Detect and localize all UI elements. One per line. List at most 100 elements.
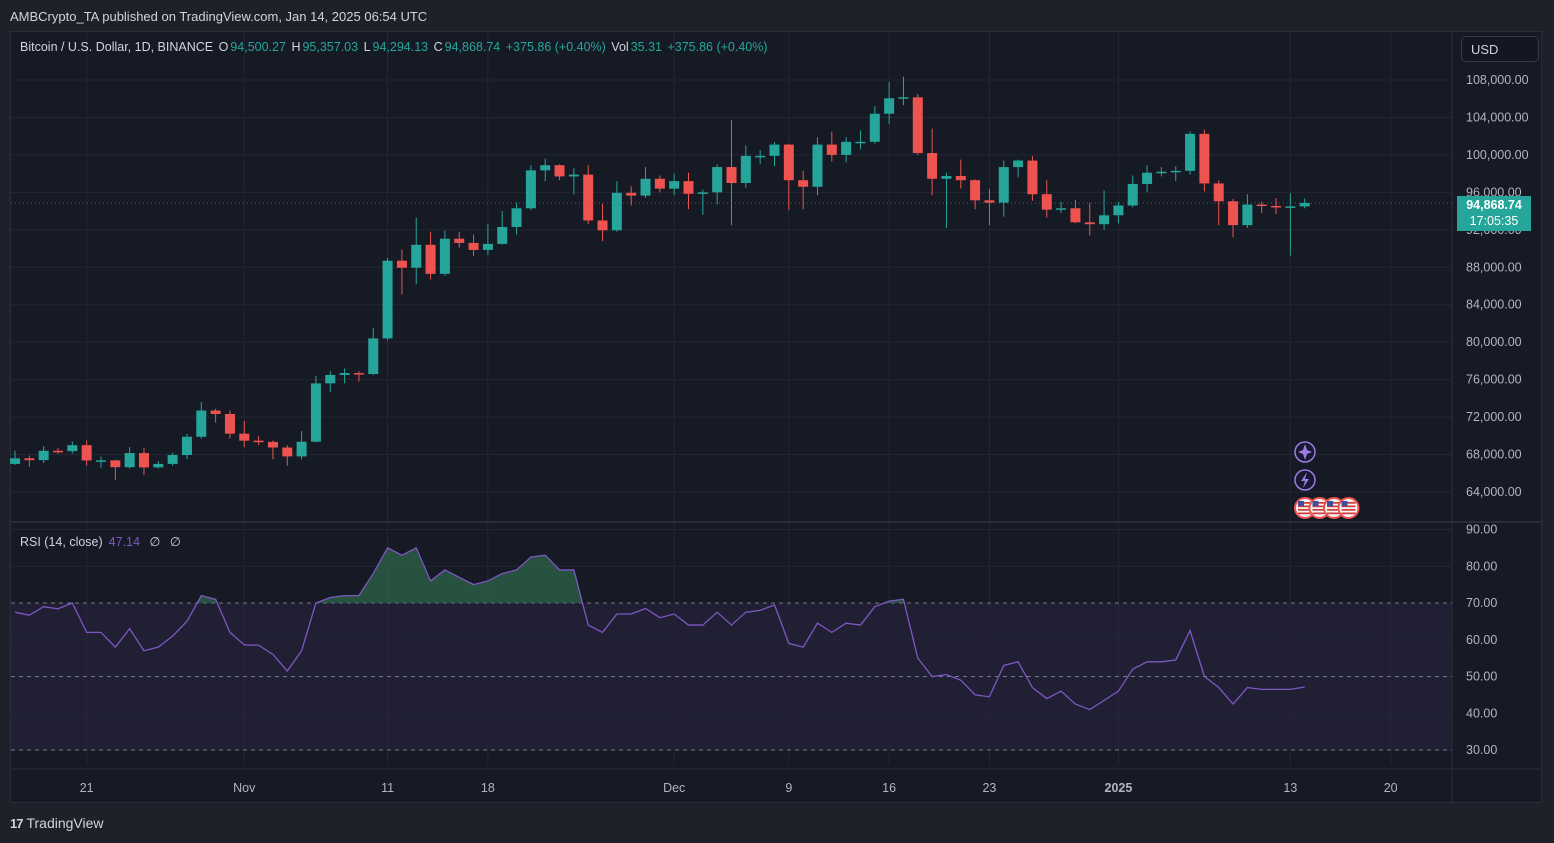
candle-body — [1056, 208, 1067, 210]
candle — [927, 128, 938, 196]
candle — [783, 143, 794, 211]
candle-body — [798, 180, 809, 187]
footer-branding[interactable]: 17 TradingView — [10, 815, 104, 831]
candle-body — [1070, 208, 1081, 223]
time-tick-label: Dec — [663, 781, 685, 795]
candle-body — [497, 227, 508, 244]
candle-body — [353, 373, 364, 375]
rsi-tick-label: 80.00 — [1466, 559, 1497, 573]
candle-body — [1027, 160, 1038, 195]
candle-body — [841, 141, 852, 155]
price-tick-label: 104,000.00 — [1466, 110, 1529, 124]
flag-stripe — [1341, 509, 1356, 511]
candle — [912, 94, 923, 155]
candle-body — [310, 383, 321, 442]
candle-body — [769, 144, 780, 156]
candle-body — [411, 244, 422, 268]
time-tick-label: 18 — [481, 781, 495, 795]
candle-body — [138, 453, 149, 468]
candle — [1185, 131, 1196, 175]
candle-body — [1271, 205, 1282, 208]
candle — [1056, 201, 1067, 213]
candle — [583, 165, 594, 225]
price-tick-label: 100,000.00 — [1466, 148, 1529, 162]
candle-body — [325, 374, 336, 384]
candle-body — [726, 167, 737, 183]
candle — [511, 202, 522, 235]
flag-stripe — [1312, 512, 1327, 515]
candle-body — [153, 463, 164, 468]
candle — [454, 231, 465, 248]
candle — [110, 459, 121, 480]
candle — [1271, 197, 1282, 214]
candle — [726, 120, 737, 226]
time-tick-label: 11 — [381, 781, 394, 795]
flag-stripe — [1327, 502, 1341, 504]
candle-body — [81, 445, 92, 461]
candle-body — [196, 410, 207, 437]
close-value: 94,868.74 — [444, 40, 501, 54]
candle — [841, 137, 852, 163]
candle-body — [697, 192, 708, 194]
candle-body — [167, 455, 178, 464]
time-tick-label: 21 — [80, 781, 94, 795]
rsi-tick-label: 50.00 — [1466, 670, 1497, 684]
candle-body — [568, 174, 579, 177]
candle — [253, 435, 264, 446]
candle-body — [855, 141, 866, 144]
candle-body — [95, 460, 106, 462]
volume-change-value: +375.86 (+0.40%) — [667, 40, 768, 54]
candle — [525, 165, 536, 211]
candle-body — [296, 441, 307, 457]
symbol-title[interactable]: Bitcoin / U.S. Dollar, 1D, BINANCE — [20, 40, 214, 54]
candle — [740, 145, 751, 188]
candle-body — [884, 98, 895, 114]
candle-body — [368, 338, 379, 375]
candle — [1127, 175, 1138, 208]
candle-body — [740, 155, 751, 183]
candle-body — [468, 242, 479, 250]
volume-value: 35.31 — [630, 40, 662, 54]
currency-button[interactable]: USD — [1461, 36, 1539, 62]
candle-body — [1013, 160, 1024, 168]
flag-stripe — [1327, 505, 1341, 508]
flag-canton — [1312, 501, 1319, 506]
candle — [540, 158, 551, 182]
rsi-title[interactable]: RSI (14, close) — [20, 535, 103, 549]
candle-body — [669, 181, 680, 189]
flag-canton — [1298, 501, 1304, 506]
candle — [1228, 198, 1239, 238]
candle — [267, 440, 278, 460]
rsi-tick-label: 90.00 — [1466, 523, 1497, 537]
candle-body — [1099, 215, 1110, 225]
candle-body — [425, 244, 436, 274]
candle — [970, 179, 981, 210]
candle — [798, 170, 809, 210]
flag-stripe — [1312, 509, 1327, 511]
candle — [210, 408, 221, 423]
candle-body — [224, 414, 235, 434]
candle-body — [1084, 222, 1095, 225]
candle-body — [597, 220, 608, 231]
brand-name: TradingView — [26, 815, 104, 831]
candle — [38, 446, 49, 463]
candle — [497, 211, 508, 245]
candle-body — [38, 450, 49, 461]
time-tick-label: 13 — [1283, 781, 1297, 795]
time-tick-label: 16 — [882, 781, 896, 795]
candle — [196, 402, 207, 439]
lightning-glyph — [1301, 472, 1309, 488]
candle — [984, 188, 995, 226]
time-tick-label: 9 — [785, 781, 792, 795]
candle-body — [1041, 194, 1052, 210]
candle-body — [755, 155, 766, 158]
price-tick-label: 108,000.00 — [1466, 73, 1529, 87]
flag-stripe — [1327, 509, 1341, 511]
time-tick-label: 2025 — [1105, 781, 1133, 795]
candle-body — [1156, 171, 1167, 174]
price-tick-label: 72,000.00 — [1466, 410, 1522, 424]
candle-body — [24, 458, 35, 461]
candle-body — [267, 441, 278, 448]
candle — [1013, 159, 1024, 178]
